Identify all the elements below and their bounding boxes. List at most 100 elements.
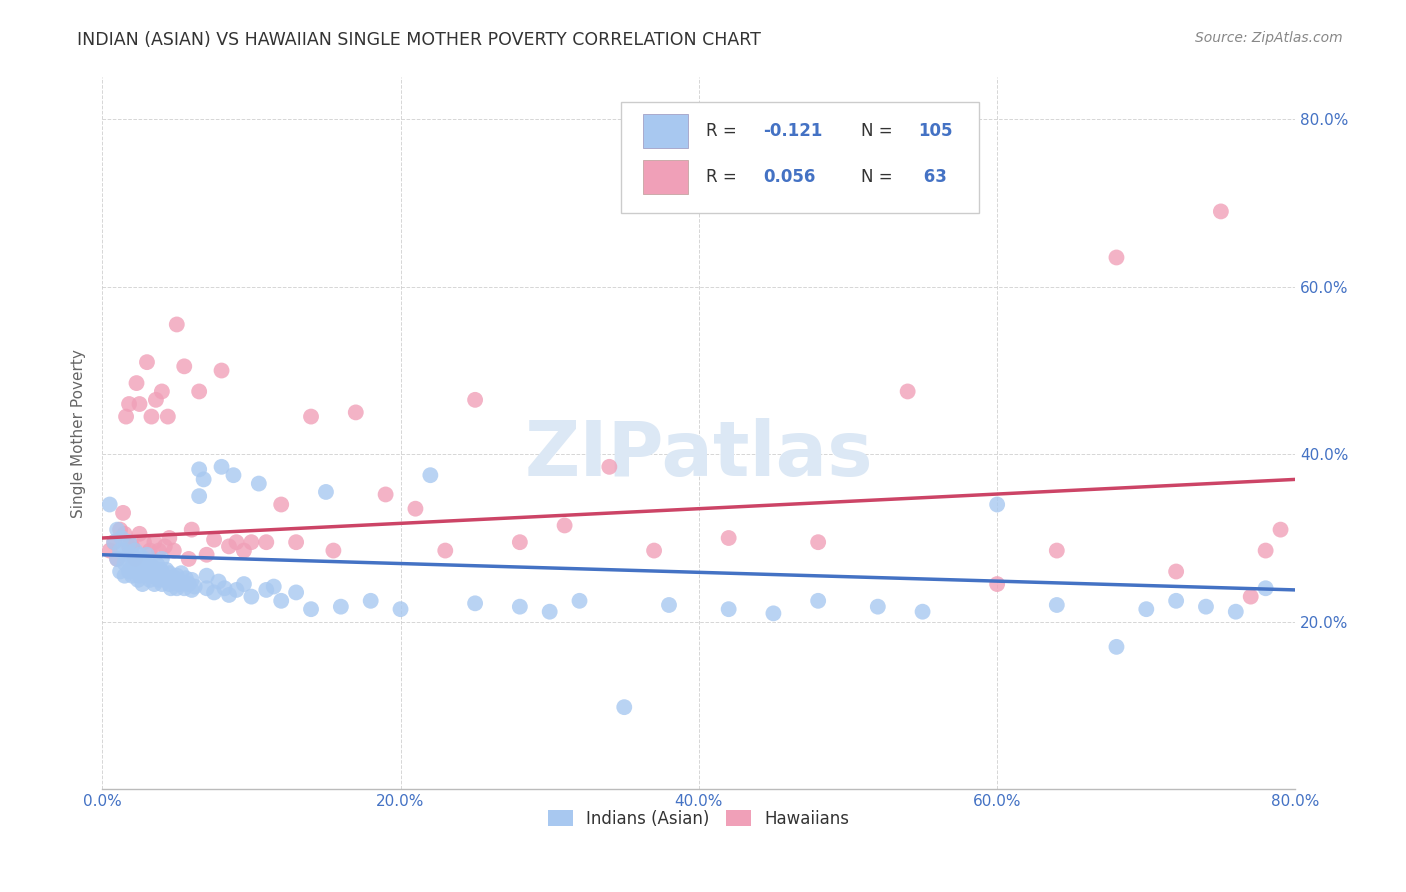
Point xyxy=(254,535,277,549)
Point xyxy=(188,462,211,476)
Point xyxy=(127,573,149,587)
Point xyxy=(180,582,202,597)
Point xyxy=(225,582,247,597)
Point xyxy=(218,540,240,554)
Point xyxy=(1135,602,1157,616)
Point xyxy=(128,397,150,411)
Point xyxy=(1254,581,1277,595)
Point xyxy=(188,489,211,503)
Point xyxy=(108,565,131,579)
Text: -0.121: -0.121 xyxy=(763,122,823,140)
Point xyxy=(128,568,150,582)
Point xyxy=(157,531,180,545)
Point xyxy=(108,543,131,558)
Point xyxy=(177,552,200,566)
Point xyxy=(110,531,132,545)
Point xyxy=(1209,204,1232,219)
Point xyxy=(128,560,150,574)
Point xyxy=(211,363,233,377)
Point xyxy=(150,384,173,399)
Point xyxy=(807,535,830,549)
Point xyxy=(1105,251,1128,265)
Point xyxy=(114,568,136,582)
Point xyxy=(1105,640,1128,654)
Point xyxy=(124,552,146,566)
Point xyxy=(225,535,247,549)
Point xyxy=(114,543,136,558)
Point xyxy=(143,577,166,591)
Point xyxy=(150,565,173,579)
Point xyxy=(114,526,136,541)
Point xyxy=(866,599,889,614)
Point xyxy=(125,552,148,566)
Point xyxy=(897,384,920,399)
Point xyxy=(173,359,195,374)
Point xyxy=(222,468,245,483)
Point xyxy=(166,581,188,595)
Legend: Indians (Asian), Hawaiians: Indians (Asian), Hawaiians xyxy=(541,803,856,834)
Point xyxy=(105,523,128,537)
Point xyxy=(389,602,412,616)
Point xyxy=(180,573,202,587)
Point xyxy=(509,599,531,614)
Point xyxy=(509,535,531,549)
Point xyxy=(128,526,150,541)
Point xyxy=(105,552,128,566)
Y-axis label: Single Mother Poverty: Single Mother Poverty xyxy=(72,349,86,517)
Point xyxy=(613,700,636,714)
Point xyxy=(762,607,785,621)
Point xyxy=(169,577,191,591)
Point xyxy=(173,581,195,595)
Point xyxy=(124,543,146,558)
Point xyxy=(146,558,169,572)
Point xyxy=(240,535,263,549)
Point xyxy=(202,533,225,547)
Point xyxy=(159,581,181,595)
Point xyxy=(285,585,308,599)
Text: ZIPatlas: ZIPatlas xyxy=(524,417,873,491)
Point xyxy=(148,573,170,587)
Point xyxy=(254,582,277,597)
Point xyxy=(986,577,1008,591)
Point xyxy=(163,570,186,584)
Point xyxy=(103,535,125,549)
Point xyxy=(247,476,270,491)
Point xyxy=(1240,590,1263,604)
Point xyxy=(129,556,152,570)
Point xyxy=(1270,523,1292,537)
Text: N =: N = xyxy=(860,168,898,186)
Text: R =: R = xyxy=(706,122,742,140)
Point xyxy=(538,605,561,619)
Point xyxy=(143,535,166,549)
Point xyxy=(118,540,141,554)
Point xyxy=(434,543,457,558)
Point xyxy=(103,535,125,549)
Point xyxy=(263,580,285,594)
Point xyxy=(299,409,322,424)
Point xyxy=(153,573,176,587)
Point xyxy=(1225,605,1247,619)
Point xyxy=(114,556,136,570)
Text: N =: N = xyxy=(860,122,898,140)
Point xyxy=(121,568,143,582)
Point xyxy=(1195,599,1218,614)
Point xyxy=(115,409,138,424)
Point xyxy=(218,588,240,602)
Point xyxy=(344,405,367,419)
Point xyxy=(166,568,188,582)
Point xyxy=(141,568,163,582)
Point xyxy=(329,599,352,614)
Point xyxy=(132,552,155,566)
Text: Source: ZipAtlas.com: Source: ZipAtlas.com xyxy=(1195,31,1343,45)
Point xyxy=(98,543,121,558)
Point xyxy=(142,560,165,574)
Point xyxy=(136,355,159,369)
Point xyxy=(285,535,308,549)
Point xyxy=(1046,598,1069,612)
Point xyxy=(128,548,150,562)
Point xyxy=(643,543,665,558)
Point xyxy=(322,543,344,558)
Point xyxy=(112,506,135,520)
Point xyxy=(163,543,186,558)
Point xyxy=(155,563,177,577)
